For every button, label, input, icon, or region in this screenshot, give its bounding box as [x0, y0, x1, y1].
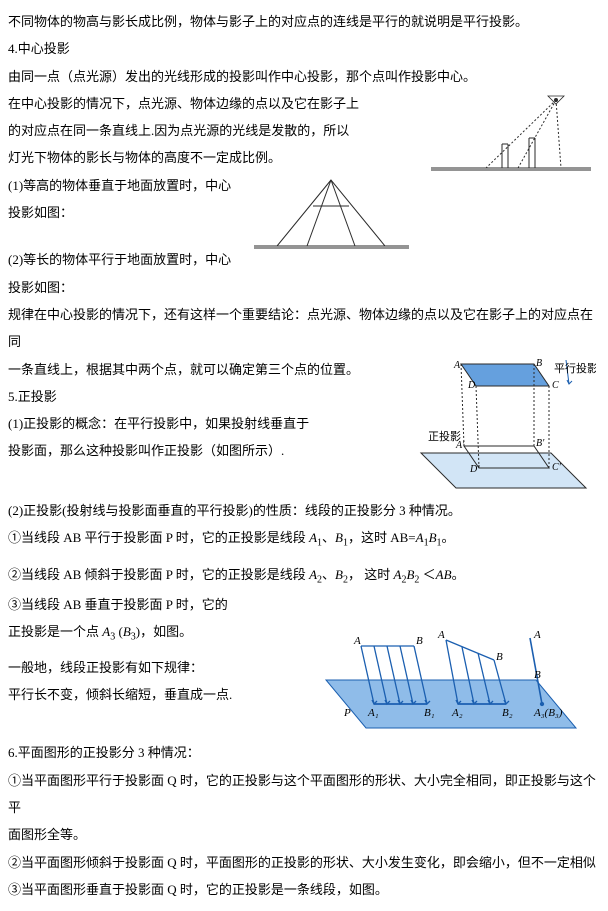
section-4-title: 4.中心投影 [8, 35, 600, 62]
case2-a: ②当线段 AB 倾斜于投影面 P 时，它的正投影是线段 [8, 567, 309, 582]
case1-a: ①当线段 AB 平行于投影面 P 时，它的正投影是线段 [8, 530, 309, 545]
section-5-case1: ①当线段 AB 平行于投影面 P 时，它的正投影是线段 A1、B1，这时 AB=… [8, 524, 600, 554]
label-Bp: B' [536, 438, 545, 449]
section-5-case3: ③当线段 AB 垂直于投影面 P 时，它的 [8, 591, 600, 618]
label-A: A [453, 360, 461, 371]
section-6-case3: ③当平面图形垂直于投影面 Q 时，它的正投影是一条线段，如图。 [8, 876, 600, 903]
f4-B1p: B₁ [424, 707, 435, 719]
pyramid-diagram [249, 174, 414, 259]
label-C: C [552, 380, 559, 391]
label-Dp: D' [469, 464, 480, 475]
f4-B1: B [416, 635, 423, 647]
f4-A2: A [437, 629, 445, 641]
section-5-case2: ②当线段 AB 倾斜于投影面 P 时，它的正投影是线段 A2、B2， 这时 A2… [8, 561, 600, 591]
section-4-def: 由同一点（点光源）发出的光线形成的投影叫作中心投影，那个点叫作投影中心。 [8, 63, 600, 90]
case1-b: ，这时 AB= [348, 530, 416, 545]
section-6-case2: ②当平面图形倾斜于投影面 Q 时，平面图形的正投影的形状、大小发生变化，即会缩小… [8, 849, 600, 876]
label-B: B [536, 358, 542, 369]
f4-A3: A [533, 629, 541, 641]
section-4-rule1: 规律在中心投影的情况下，还有这样一个重要结论：点光源、物体边缘的点以及它在影子上… [8, 301, 600, 356]
case2-b: ， 这时 [348, 567, 394, 582]
f4-A2p: A₂ [451, 707, 463, 719]
intro-text: 不同物体的物高与影长成比例，物体与影子上的对应点的连线是平行的就说明是平行投影。 [8, 8, 600, 35]
f4-B2: B [496, 651, 503, 663]
label-Cp: C' [552, 462, 562, 473]
f4-B3: B [534, 669, 541, 681]
section-6-case1: ①当平面图形平行于投影面 Q 时，它的正投影与这个平面图形的形状、大小完全相同，… [8, 767, 600, 822]
case1-c: 。 [442, 530, 455, 545]
label-D: D [467, 380, 476, 391]
case2-c: 。 [452, 567, 465, 582]
f4-P: P [343, 707, 351, 719]
f4-A1p: A₁ [367, 707, 379, 719]
central-projection-diagram [426, 92, 596, 172]
f4-A3B3: A₃(B₃) [533, 707, 563, 719]
section-6-case1b: 面图形全等。 [8, 821, 600, 848]
orthographic-cube-diagram: A B C D A' B' C' D' 平行投影 正投影 [406, 358, 596, 493]
ortho-proj-label: 正投影 [428, 429, 461, 443]
f4-A1: A [353, 635, 361, 647]
f4-B2p: B₂ [502, 707, 513, 719]
parallel-proj-label: 平行投影 [554, 361, 596, 375]
case3-b: 正投影是一个点 [8, 624, 102, 639]
segment-projection-diagram: A B A B A B P A₁ B₁ A₂ B₂ A₃(B₃) [306, 620, 596, 735]
case3-c: ，如图。 [140, 624, 192, 639]
section-5-p3: (2)正投影(投射线与投影面垂直的平行投影)的性质：线段的正投影分 3 种情况。 [8, 497, 600, 524]
